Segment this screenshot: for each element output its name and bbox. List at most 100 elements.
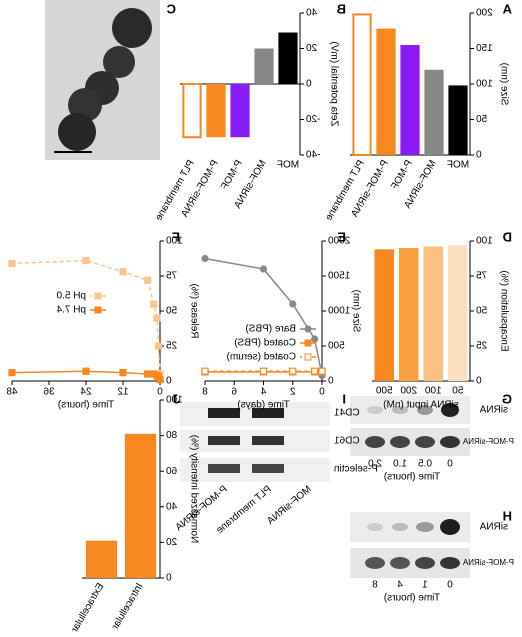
legend-marker <box>304 339 312 347</box>
y-tick-label: 100 <box>476 236 493 247</box>
point <box>289 367 297 375</box>
blot-g <box>350 396 470 456</box>
row-label: siRNA <box>479 522 508 533</box>
x-tick-label: Extracellular <box>69 581 106 635</box>
x-tick-label: 200 <box>400 386 417 397</box>
tem-image <box>45 0 160 160</box>
point <box>119 369 127 377</box>
y-tick-label: 60 <box>166 466 178 477</box>
point <box>119 268 127 276</box>
bar <box>124 433 157 578</box>
legend-label: Bare (PBS) <box>245 324 296 335</box>
x-tick-label: 4 <box>260 387 266 398</box>
row-label: CD61 <box>334 436 360 447</box>
y-tick-label: 0 <box>166 376 172 387</box>
y-tick-label: 20 <box>306 43 318 54</box>
blot-i <box>180 402 330 482</box>
bar <box>230 84 250 138</box>
legend-label: Coated (serum) <box>227 352 296 363</box>
time-label: 4 <box>397 580 403 591</box>
legend-marker <box>94 292 102 300</box>
x-tick-label: 100 <box>424 386 441 397</box>
y-tick-label: 500 <box>328 341 345 352</box>
axis-title: Normalized intensity (%) <box>188 435 199 543</box>
y-tick-label: 50 <box>476 306 488 317</box>
blot-h <box>350 512 470 578</box>
point <box>259 265 268 273</box>
y-tick-label: 75 <box>476 271 488 282</box>
panel-label: F <box>172 229 180 244</box>
x-tick-label: 12 <box>117 387 129 398</box>
row-label: siRNA <box>479 405 508 416</box>
point <box>150 300 158 308</box>
time-label: 8 <box>372 580 378 591</box>
bar <box>400 44 420 156</box>
y-tick-label: 50 <box>166 306 178 317</box>
point <box>201 254 209 263</box>
bar <box>182 83 202 139</box>
y-tick-label: 25 <box>476 341 488 352</box>
panel-label: C <box>166 1 176 16</box>
y-tick-label: 0 <box>306 79 312 90</box>
y-tick-label: 1500 <box>328 271 351 282</box>
x-tick-label: 2 <box>290 387 296 398</box>
panel-label: A <box>502 1 512 16</box>
row-label: CD41 <box>334 408 360 419</box>
x-tick-label: 500 <box>375 386 392 397</box>
axis-title: Size (nm) <box>498 63 509 106</box>
y-tick-label: 50 <box>476 114 488 125</box>
bar <box>352 13 372 157</box>
legend-marker <box>94 306 102 314</box>
axis-title: Encapsulation (%) <box>498 270 509 351</box>
x-tick-label: 36 <box>43 387 55 398</box>
point <box>82 257 90 265</box>
y-tick-label: 20 <box>166 537 178 548</box>
bar <box>447 245 468 381</box>
point <box>144 276 152 284</box>
axis-title: Release (%) <box>188 283 199 338</box>
y-tick-label: 100 <box>166 236 183 247</box>
time-label: 0 <box>447 459 453 470</box>
row-label: P-selectin <box>334 464 378 475</box>
y-tick-label: 40 <box>306 8 318 19</box>
legend-marker <box>304 325 312 333</box>
legend-label: pH 7.4 <box>56 305 86 316</box>
legend-label: pH 5.0 <box>56 291 86 302</box>
time-label: 0.5 <box>418 459 432 470</box>
point <box>82 367 90 375</box>
panel-label: D <box>503 229 512 244</box>
x-tick-label: 48 <box>6 387 18 398</box>
point <box>201 367 209 375</box>
bar <box>448 85 468 155</box>
axis-title: siRNA input (nM) <box>383 400 459 411</box>
y-tick-label: 200 <box>476 8 493 19</box>
axis-title: Time (days) <box>237 400 289 411</box>
y-tick-label: 100 <box>166 395 183 406</box>
legend-label: Coated (PBS) <box>234 338 296 349</box>
y-tick-label: -20 <box>306 114 321 125</box>
series-line <box>11 259 161 375</box>
y-tick-label: 1000 <box>328 306 351 317</box>
panel-label: I <box>342 391 346 406</box>
bar <box>278 32 298 84</box>
bar <box>206 84 226 138</box>
x-tick-label: P-MOF <box>219 158 245 191</box>
axis-title: Zeta potential (mV) <box>328 41 339 126</box>
y-tick-label: 0 <box>166 573 172 584</box>
x-tick-label: 8 <box>202 387 208 398</box>
time-label: 2.0 <box>368 459 382 470</box>
y-tick-label: 150 <box>476 43 493 54</box>
y-tick-label: 75 <box>166 271 178 282</box>
point <box>311 367 319 375</box>
bar <box>424 69 444 155</box>
y-tick-label: 80 <box>166 430 178 441</box>
point <box>259 367 268 375</box>
panel-label: J <box>173 391 180 406</box>
axis-title: Time (hours) <box>384 593 440 604</box>
y-tick-label: 40 <box>166 501 178 512</box>
x-tick-label: Intracellular <box>110 581 146 632</box>
y-tick-label: 0 <box>328 376 334 387</box>
bar <box>374 249 395 381</box>
x-tick-label: 6 <box>231 387 237 398</box>
axis-title: Size (nm) <box>350 290 361 333</box>
